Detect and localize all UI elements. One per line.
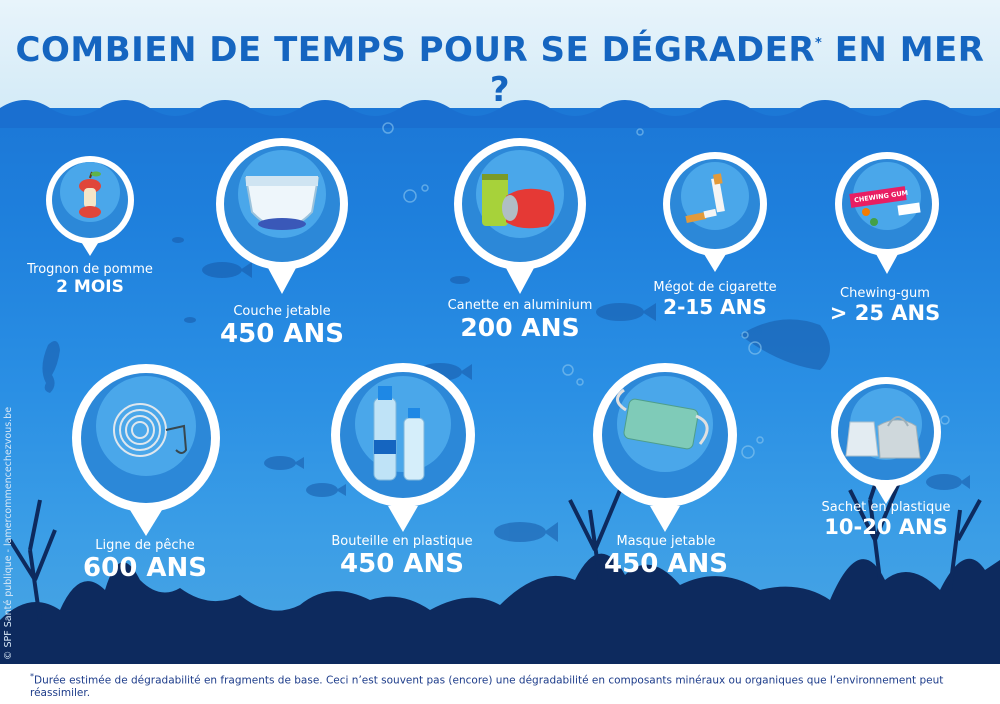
- fishing-line-icon: [113, 403, 188, 457]
- item-label: Bouteille en plastique: [331, 534, 473, 549]
- title-end: EN MER ?: [489, 30, 985, 110]
- can-pin: [454, 138, 586, 294]
- fish-icon: [926, 474, 962, 490]
- fish-icon: [450, 276, 470, 284]
- sky-band: [0, 0, 1000, 108]
- fish-icon: [306, 483, 338, 497]
- plastic-bag-icon: [845, 416, 921, 459]
- fish-icon: [184, 317, 196, 323]
- item-plastic-bottle: Bouteille en plastique 450 ANS: [302, 534, 502, 579]
- chewing-gum-pin: CHEWING GUM: [835, 152, 939, 274]
- footnote: *Durée estimée de dégradabilité en fragm…: [30, 672, 980, 699]
- seahorse-icon: [42, 341, 60, 393]
- fish-icon: [264, 456, 296, 470]
- fishing-line-pin: [72, 364, 220, 536]
- footnote-text: Durée estimée de dégradabilité en fragme…: [30, 674, 944, 699]
- item-label: Couche jetable: [233, 304, 331, 319]
- item-mask: Masque jetable 450 ANS: [566, 534, 766, 579]
- apple-core-pin: [46, 156, 134, 256]
- item-value: 10-20 ANS: [824, 515, 948, 539]
- item-value: 2 MOIS: [56, 277, 124, 297]
- water-surface-wave: [0, 100, 1000, 128]
- item-value: 200 ANS: [460, 313, 580, 342]
- item-fishing-line: Ligne de pêche 600 ANS: [50, 538, 240, 583]
- item-label: Mégot de cigarette: [653, 280, 777, 295]
- fish-icon: [172, 237, 184, 243]
- item-value: 600 ANS: [83, 553, 207, 583]
- diaper-pin: [216, 138, 348, 294]
- footnote-band: [0, 664, 1000, 704]
- item-can: Canette en aluminium 200 ANS: [420, 298, 620, 342]
- fish-icon: [596, 303, 644, 321]
- fish-icon: [202, 262, 242, 278]
- item-label: Trognon de pomme: [27, 262, 153, 277]
- seabed-silhouette: [0, 470, 1000, 670]
- cigarette-pin: [663, 152, 767, 272]
- item-value: 450 ANS: [604, 549, 728, 579]
- title-asterisk: *: [815, 36, 823, 51]
- item-label: Canette en aluminium: [447, 298, 593, 313]
- item-chewing-gum: Chewing-gum > 25 ANS: [800, 286, 970, 325]
- page-title: COMBIEN DE TEMPS POUR SE DÉGRADER* EN ME…: [0, 30, 1000, 110]
- item-label: Sachet en plastique: [821, 500, 951, 515]
- footnote-asterisk: *: [30, 672, 34, 681]
- fish-icon: [494, 522, 546, 542]
- item-value: 450 ANS: [220, 319, 344, 349]
- cigarette-butt-icon: [685, 173, 725, 224]
- credit-text: © SPF Santé publique - lamercommencechez…: [3, 406, 14, 660]
- item-apple-core: Trognon de pomme 2 MOIS: [10, 262, 170, 297]
- background-decoration: [42, 122, 970, 542]
- title-main: COMBIEN DE TEMPS POUR SE DÉGRADER: [15, 30, 816, 70]
- item-label: Masque jetable: [616, 534, 716, 549]
- item-diaper: Couche jetable 450 ANS: [182, 304, 382, 349]
- plastic-bottle-icon: [373, 386, 425, 481]
- aluminium-can-icon: [482, 174, 555, 229]
- item-cigarette: Mégot de cigarette 2-15 ANS: [630, 280, 800, 319]
- item-label: Ligne de pêche: [95, 538, 195, 553]
- item-value: > 25 ANS: [829, 301, 941, 325]
- item-value: 450 ANS: [340, 549, 464, 579]
- item-value: 2-15 ANS: [663, 295, 767, 319]
- face-mask-icon: [616, 388, 709, 450]
- item-label: Chewing-gum: [840, 286, 930, 301]
- plastic-bag-pin: [831, 377, 941, 504]
- item-plastic-bag: Sachet en plastique 10-20 ANS: [796, 500, 976, 539]
- plastic-bottle-pin: [331, 363, 475, 532]
- ray-icon: [740, 319, 830, 370]
- chewing-gum-icon: CHEWING GUM: [849, 186, 921, 226]
- apple-core-icon: [79, 171, 101, 218]
- diaper-icon: [244, 176, 320, 230]
- mask-pin: [593, 363, 737, 532]
